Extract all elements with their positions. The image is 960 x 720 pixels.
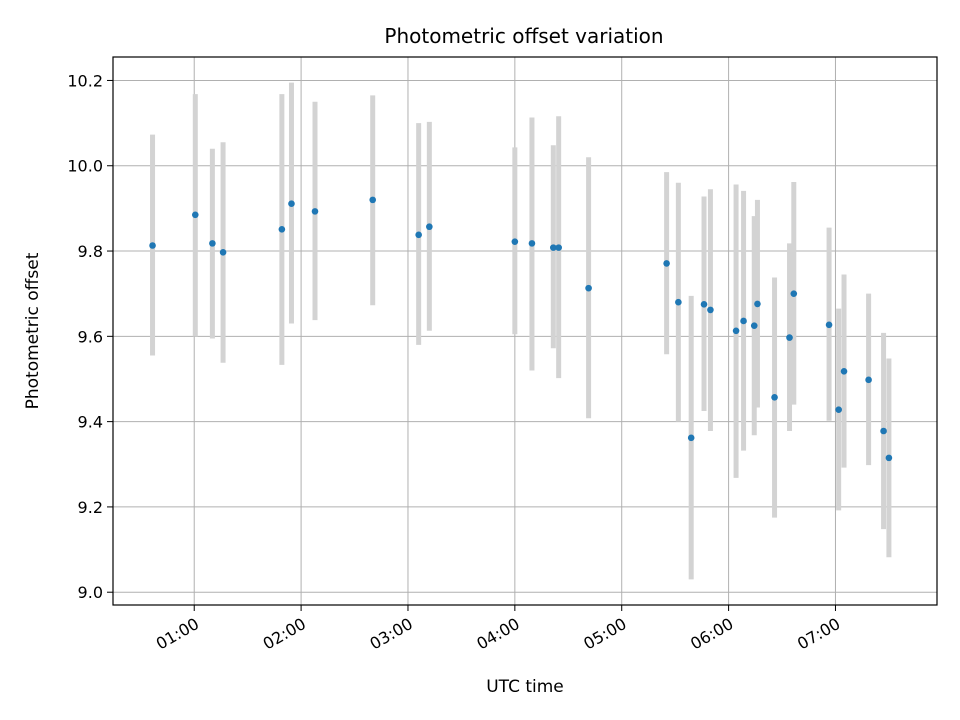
data-point xyxy=(825,321,833,329)
data-point xyxy=(771,394,778,401)
y-tick-label: 9.2 xyxy=(78,498,103,517)
data-point xyxy=(426,223,433,231)
data-point xyxy=(885,454,893,462)
data-point xyxy=(209,240,216,247)
x-axis-ticks: 01:00 02:00 03:00 04:00 05:00 06:00 07:00 xyxy=(153,605,843,654)
data-point xyxy=(707,306,714,314)
data-point xyxy=(149,242,156,249)
data-point xyxy=(732,327,740,335)
data-point xyxy=(528,240,536,247)
data-point xyxy=(663,260,670,267)
y-tick-label: 9.6 xyxy=(78,327,103,346)
data-point xyxy=(835,406,842,413)
data-point xyxy=(740,317,747,325)
x-tick-label: 07:00 xyxy=(794,614,843,654)
x-axis-label: UTC time xyxy=(486,677,564,697)
y-axis-ticks: 9.0 9.2 9.4 9.6 9.8 10.0 10.2 xyxy=(67,71,113,602)
data-point xyxy=(369,196,377,204)
y-tick-label: 10.0 xyxy=(67,157,103,176)
data-point xyxy=(311,208,319,215)
data-point xyxy=(840,368,848,375)
chart-title: Photometric offset variation xyxy=(384,24,663,48)
error-bars xyxy=(150,82,892,580)
x-tick-label: 05:00 xyxy=(580,614,629,654)
y-tick-label: 9.0 xyxy=(78,583,103,602)
grid xyxy=(113,57,937,605)
data-point xyxy=(865,376,872,384)
data-point xyxy=(585,284,592,292)
x-tick-label: 01:00 xyxy=(153,614,202,654)
x-tick-label: 02:00 xyxy=(260,614,309,654)
data-point xyxy=(288,200,295,208)
data-point xyxy=(750,322,758,329)
data-points xyxy=(149,196,893,462)
x-tick-label: 03:00 xyxy=(367,614,416,654)
data-point xyxy=(278,225,286,233)
data-point xyxy=(687,434,695,442)
y-tick-label: 9.8 xyxy=(78,242,103,261)
data-point xyxy=(754,300,761,308)
data-point xyxy=(555,244,562,251)
data-point xyxy=(786,334,793,341)
y-axis-label: Photometric offset xyxy=(23,252,43,409)
data-point xyxy=(219,249,227,256)
data-point xyxy=(880,427,887,435)
data-point xyxy=(511,238,519,245)
data-point xyxy=(415,231,422,239)
x-tick-label: 06:00 xyxy=(687,614,736,654)
data-point xyxy=(790,290,798,297)
x-tick-label: 04:00 xyxy=(473,614,522,654)
y-tick-label: 10.2 xyxy=(67,71,103,90)
y-tick-label: 9.4 xyxy=(78,413,103,432)
data-point xyxy=(550,244,557,251)
data-point xyxy=(675,298,682,306)
data-point xyxy=(700,301,708,308)
data-point xyxy=(191,211,199,219)
plot-frame xyxy=(112,56,938,606)
